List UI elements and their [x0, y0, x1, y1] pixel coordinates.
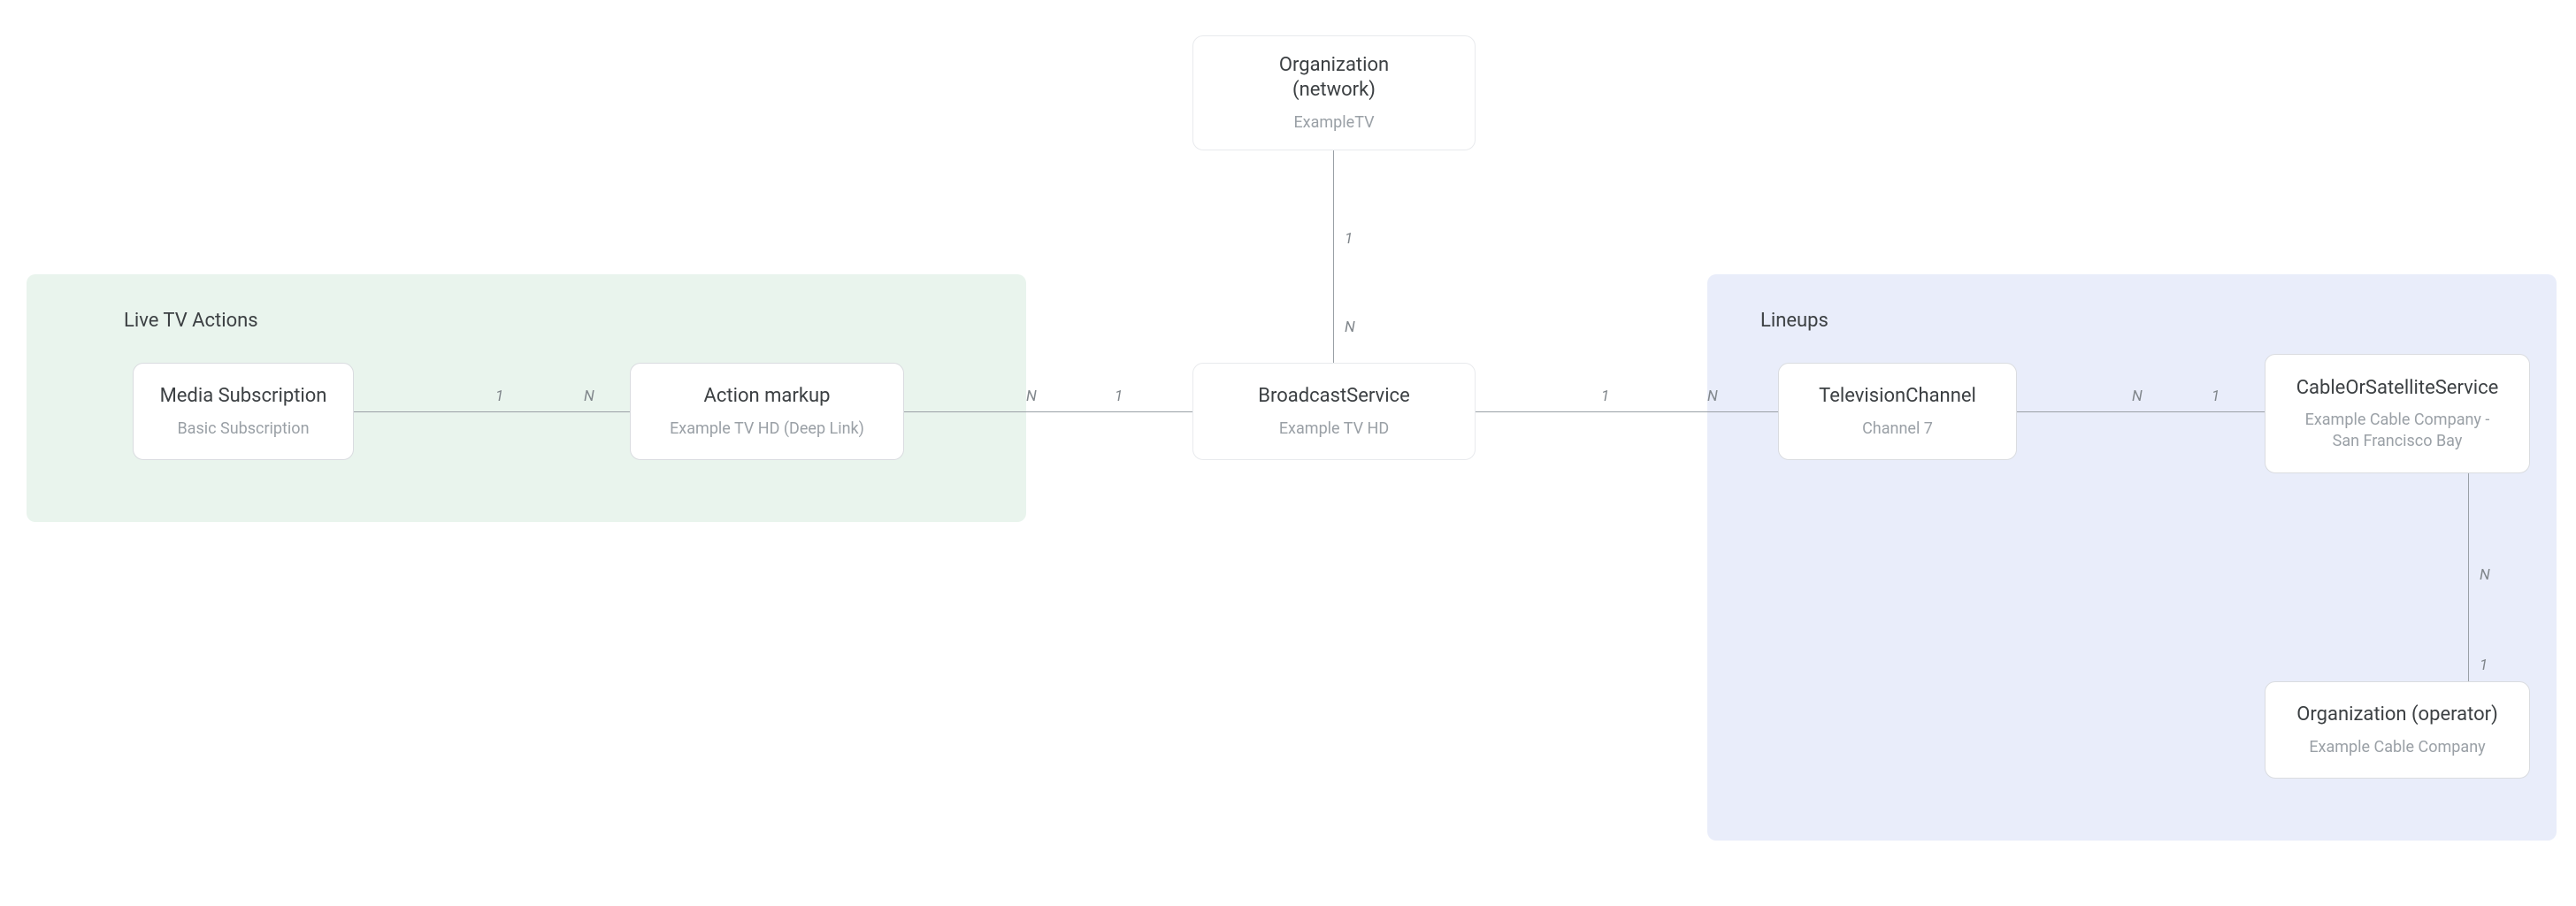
node-subtitle: Example TV HD	[1279, 418, 1389, 439]
node-organization-network: Organization (network) ExampleTV	[1192, 35, 1476, 150]
node-title: BroadcastService	[1258, 384, 1409, 410]
card-N: N	[1707, 388, 1718, 405]
node-title: TelevisionChannel	[1819, 384, 1976, 410]
card-N: N	[2480, 566, 2490, 584]
entity-relationship-diagram: Live TV Actions Lineups 1 N 1 N N 1 1 N …	[0, 0, 2576, 906]
card-N: N	[2132, 388, 2143, 405]
node-title: Organization (operator)	[2296, 703, 2498, 728]
region-title-lineups: Lineups	[1760, 310, 1828, 332]
edge-orgnetwork-broadcast	[1333, 150, 1334, 363]
card-1: 1	[2212, 388, 2220, 405]
node-cable-or-satellite-service: CableOrSatelliteService Example Cable Co…	[2265, 354, 2530, 473]
card-1: 1	[495, 388, 503, 405]
node-subtitle: Basic Subscription	[177, 418, 309, 439]
card-N: N	[584, 388, 594, 405]
edge-tvchannel-cablesat	[2017, 411, 2265, 412]
node-action-markup: Action markup Example TV HD (Deep Link)	[630, 363, 904, 460]
node-subtitle: ExampleTV	[1293, 112, 1374, 133]
edge-actionmarkup-broadcast	[904, 411, 1192, 412]
node-subtitle: Example Cable Company - San Francisco Ba…	[2305, 410, 2490, 451]
edge-mediasub-actionmarkup	[354, 411, 630, 412]
region-title-live-tv: Live TV Actions	[124, 310, 258, 332]
node-subtitle: Example Cable Company	[2309, 737, 2485, 757]
node-subtitle: Example TV HD (Deep Link)	[670, 418, 864, 439]
node-subtitle: Channel 7	[1862, 418, 1933, 439]
node-television-channel: TelevisionChannel Channel 7	[1778, 363, 2017, 460]
card-1: 1	[2480, 656, 2488, 674]
node-title: Organization (network)	[1279, 53, 1389, 104]
card-1: 1	[1345, 230, 1353, 248]
node-broadcast-service: BroadcastService Example TV HD	[1192, 363, 1476, 460]
node-media-subscription: Media Subscription Basic Subscription	[133, 363, 354, 460]
node-title: Media Subscription	[160, 384, 327, 410]
card-1: 1	[1601, 388, 1609, 405]
card-N: N	[1345, 319, 1355, 336]
node-title: CableOrSatelliteService	[2296, 376, 2499, 402]
edge-cablesat-orgoperator	[2468, 473, 2469, 681]
edge-broadcast-tvchannel	[1476, 411, 1778, 412]
node-title: Action markup	[704, 384, 831, 410]
card-1: 1	[1115, 388, 1123, 405]
card-N: N	[1026, 388, 1037, 405]
node-organization-operator: Organization (operator) Example Cable Co…	[2265, 681, 2530, 779]
